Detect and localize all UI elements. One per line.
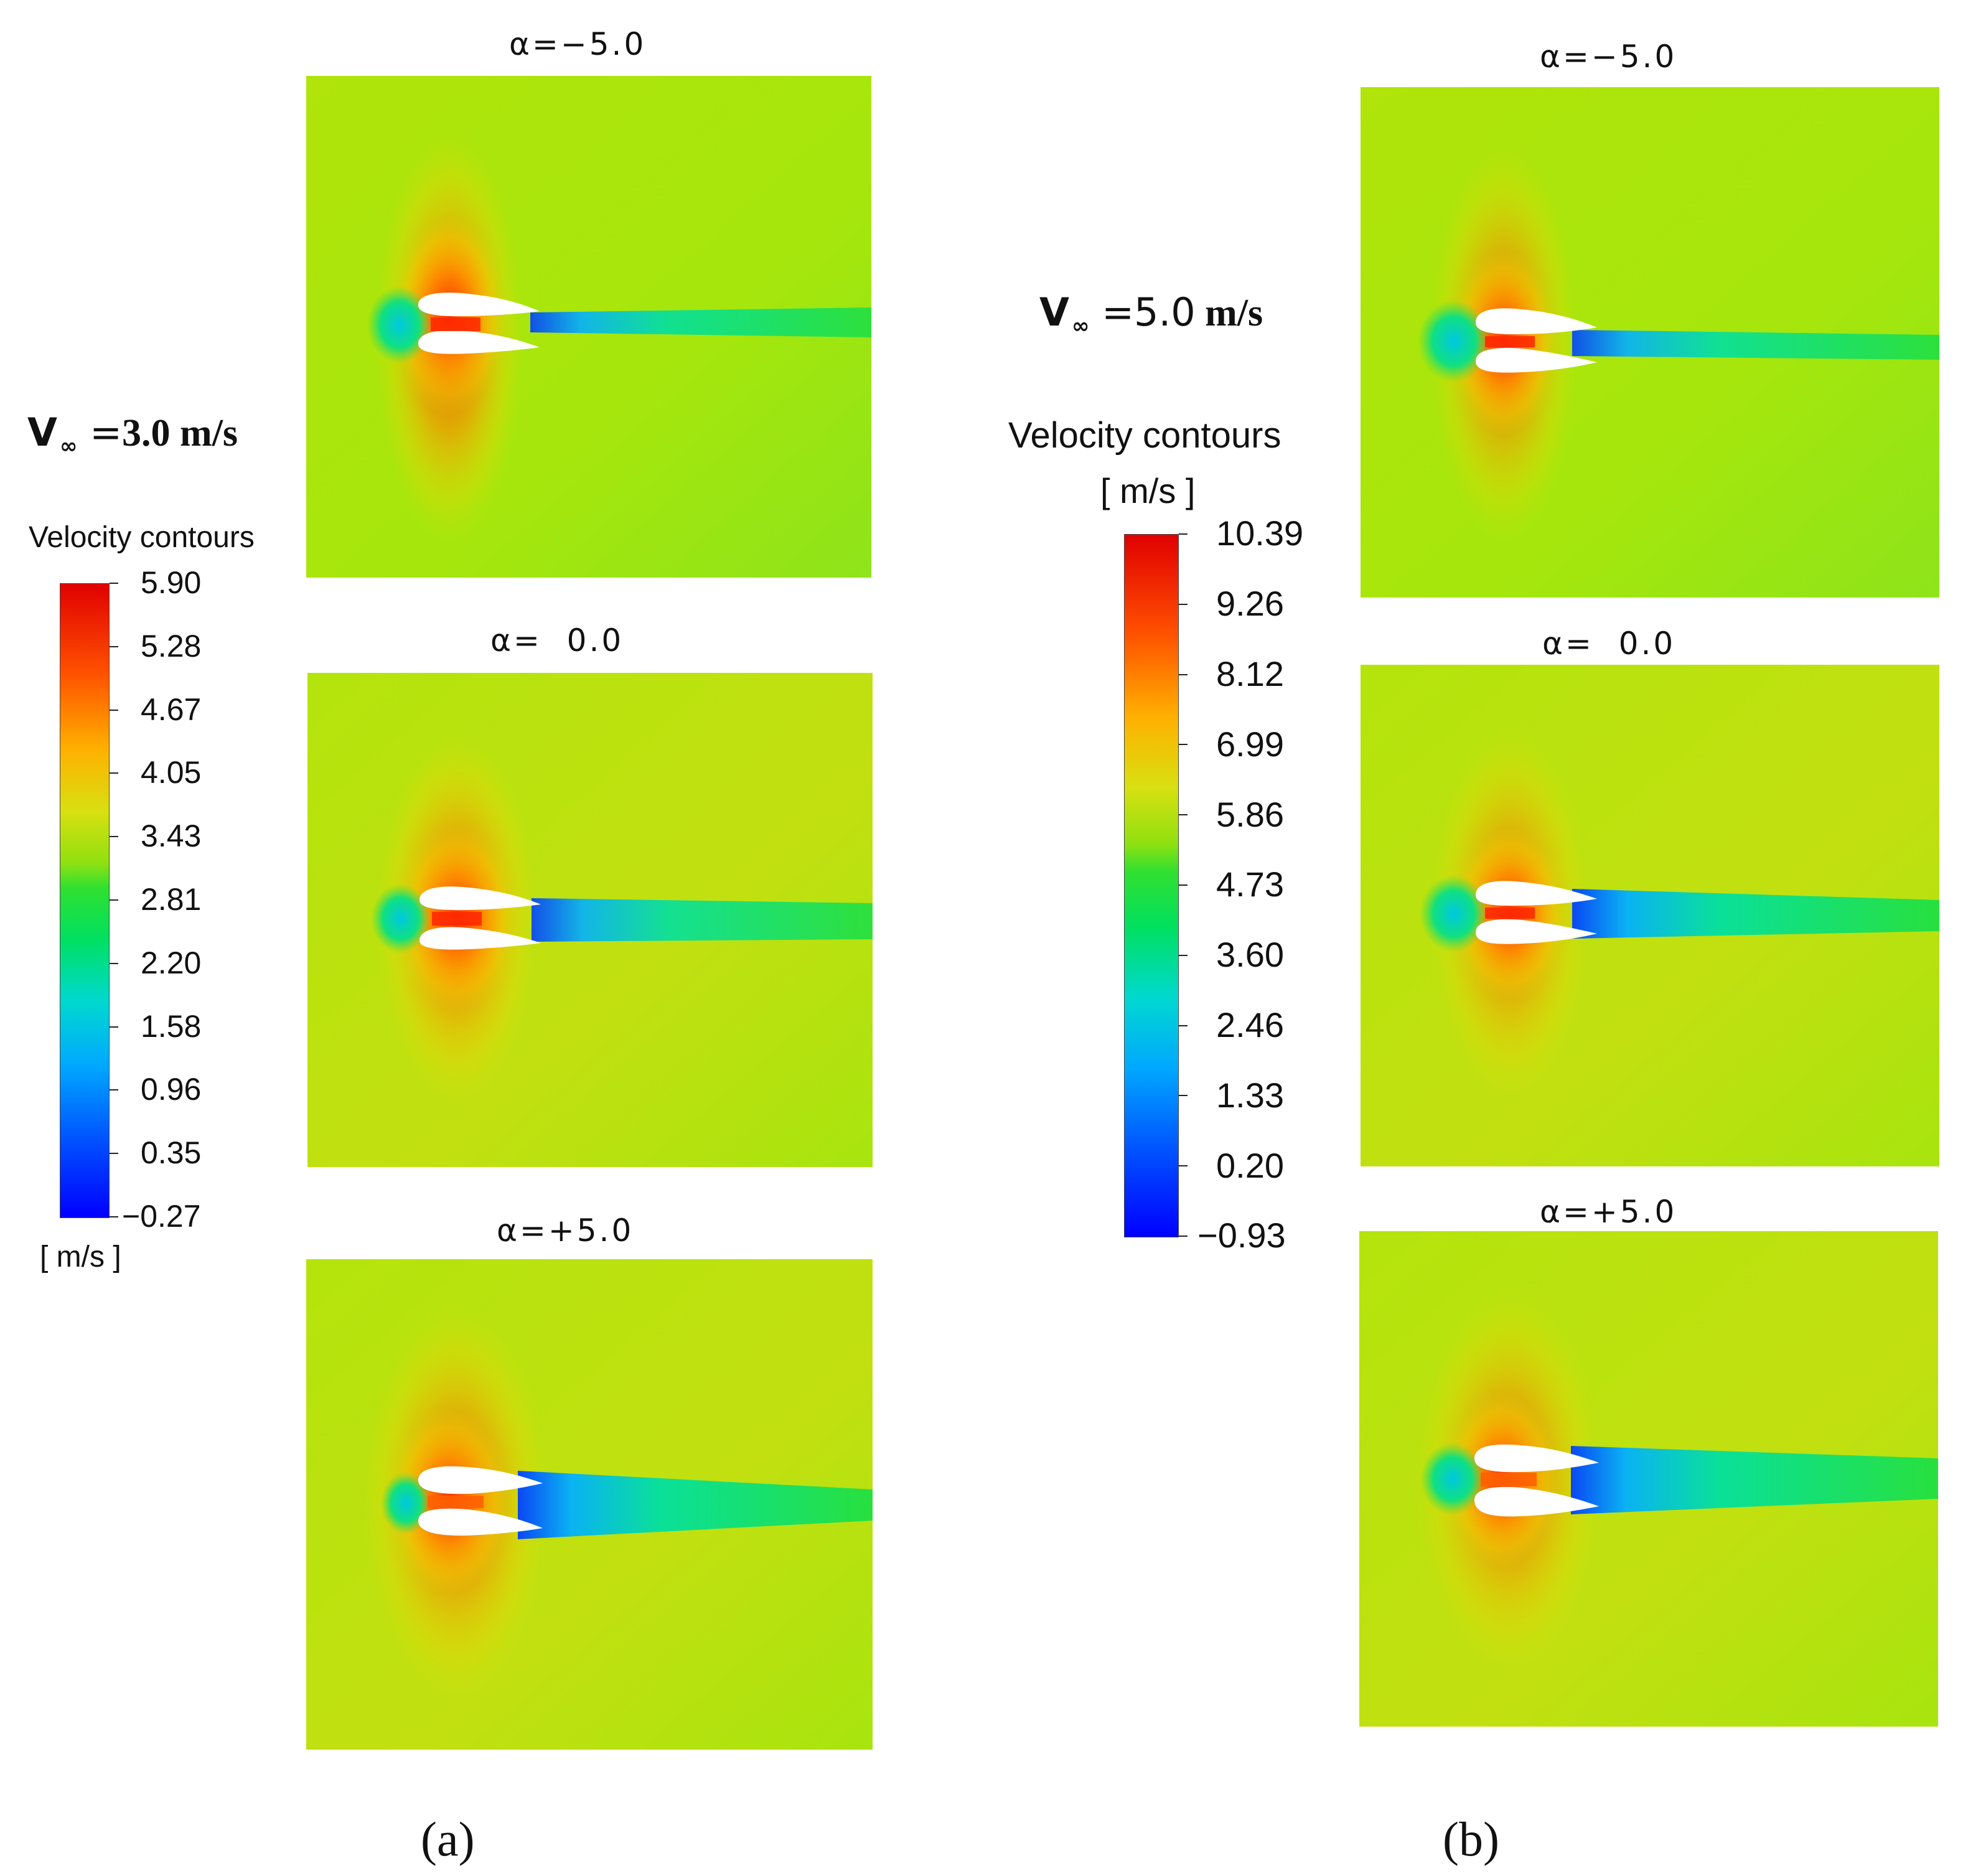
colorbar-tick-mark (110, 1089, 118, 1091)
colorbar-tick-mark (110, 772, 118, 774)
colorbar-tick-label: 5.28 (141, 628, 202, 664)
freestream-value: 3.0 (122, 412, 171, 454)
panel-title-left-1: α=−5.0 (509, 26, 647, 62)
colorbar-tick-label: 6.99 (1216, 724, 1284, 764)
colorbar-tick-mark (1179, 673, 1188, 675)
freestream-label-left: V ∞ =3.0 m/s (27, 410, 238, 459)
freestream-value: 5.0 (1134, 289, 1196, 335)
contour-panel-left-1 (306, 76, 871, 578)
colorbar-tick-label: 3.43 (141, 818, 202, 854)
colorbar-tick-label: 9.26 (1216, 584, 1284, 624)
contour-panel-right-3 (1359, 1231, 1938, 1727)
colorbar-tick-label: 1.58 (141, 1008, 202, 1044)
colorbar-tick-mark (1179, 1095, 1188, 1097)
colorbar-tick-mark (1179, 603, 1188, 605)
colorbar-tick-mark (110, 583, 118, 584)
colorbar-tick-mark (1179, 1165, 1188, 1167)
colorbar-left (60, 583, 110, 1218)
colorbar-tick-label: 10.39 (1216, 514, 1304, 553)
caption-a: (a) (421, 1812, 475, 1866)
colorbar-tick-label: 1.33 (1216, 1075, 1284, 1115)
colorbar-tick-label: 2.20 (141, 945, 202, 980)
colorbar-tick-label: 2.46 (1216, 1005, 1284, 1044)
freestream-symbol: V (1039, 289, 1069, 335)
colorbar-tick-mark (110, 1153, 118, 1155)
colorbar-tick-mark (1179, 814, 1188, 816)
colorbar-tick-label: 3.60 (1216, 935, 1284, 975)
colorbar-tick-mark (110, 962, 118, 964)
colorbar-tick-mark (110, 1216, 118, 1217)
panel-title-right-2: α= 0.0 (1542, 626, 1676, 662)
freestream-unit: m/s (1195, 292, 1263, 334)
colorbar-tick-mark (110, 899, 118, 901)
panel-title-right-3: α=+5.0 (1540, 1194, 1677, 1230)
freestream-symbol: V (27, 410, 57, 455)
colorbar-right (1124, 534, 1179, 1237)
colorbar-tick-label: 0.35 (141, 1135, 202, 1171)
panel-title-right-1: α=−5.0 (1540, 39, 1677, 75)
colorbar-tick-mark (1179, 533, 1188, 535)
colorbar-tick-mark (110, 836, 118, 838)
colorbar-tick-label: −0.27 (122, 1199, 201, 1234)
caption-b: (b) (1443, 1812, 1499, 1866)
colorbar-tick-label: 4.73 (1216, 865, 1284, 904)
freestream-unit: m/s (170, 412, 238, 454)
colorbar-tick-label: 8.12 (1216, 654, 1284, 693)
colorbar-tick-label: 4.05 (141, 755, 202, 790)
colorbar-tick-mark (1179, 1236, 1188, 1237)
colorbar-tick-label: 5.86 (1216, 794, 1284, 834)
freestream-equals: = (77, 410, 123, 455)
contour-panel-right-1 (1361, 87, 1939, 598)
contour-panel-left-2 (307, 673, 873, 1167)
colorbar-tick-label: −0.93 (1197, 1216, 1286, 1255)
contour-panel-right-2 (1361, 665, 1939, 1166)
freestream-label-right: V ∞ =5.0 m/s (1039, 289, 1263, 339)
freestream-subscript: ∞ (59, 433, 78, 459)
colorbar-tick-mark (110, 709, 118, 711)
legend-title-left: Velocity contours (29, 521, 255, 554)
contour-panel-left-3 (306, 1259, 873, 1750)
legend-title-right: Velocity contours (1008, 415, 1281, 456)
colorbar-tick-mark (1179, 884, 1188, 886)
colorbar-tick-mark (110, 645, 118, 647)
colorbar-tick-mark (110, 1026, 118, 1028)
colorbar-tick-mark (1179, 954, 1188, 956)
colorbar-tick-label: 5.90 (141, 565, 202, 600)
freestream-subscript: ∞ (1071, 313, 1090, 339)
colorbar-tick-label: 2.81 (141, 882, 202, 917)
legend-unit-left: [ m/s ] (40, 1241, 121, 1273)
colorbar-tick-mark (1179, 744, 1188, 746)
colorbar-tick-mark (1179, 1025, 1188, 1026)
colorbar-tick-label: 4.67 (141, 692, 202, 727)
colorbar-tick-label: 0.96 (141, 1072, 202, 1107)
panel-title-left-2: α= 0.0 (490, 622, 624, 659)
colorbar-tick-label: 0.20 (1216, 1145, 1284, 1185)
legend-unit-right: [ m/s ] (1100, 471, 1196, 510)
panel-title-left-3: α=+5.0 (497, 1212, 634, 1249)
freestream-equals: = (1089, 289, 1135, 335)
